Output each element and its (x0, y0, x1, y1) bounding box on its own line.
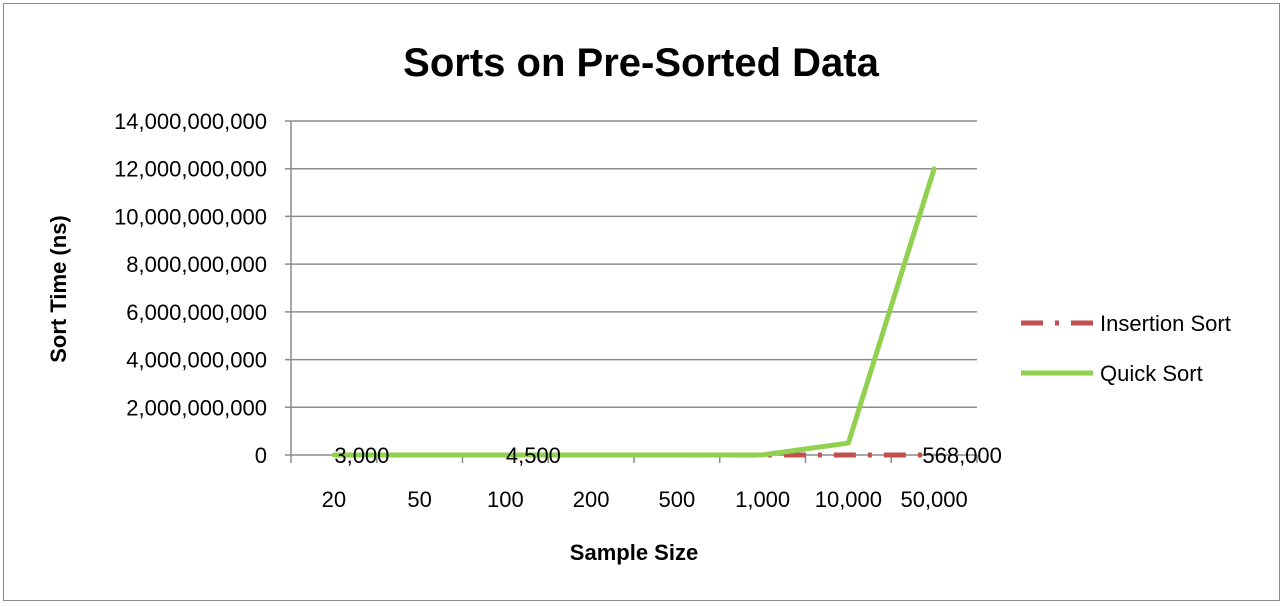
x-tick-label: 20 (322, 487, 346, 512)
data-labels: 3,000 4,500 568,000 (334, 443, 1002, 468)
data-label: 3,000 (334, 443, 389, 468)
x-tick-label: 1,000 (735, 487, 790, 512)
legend: Insertion Sort Quick Sort (1021, 311, 1231, 386)
y-tick-label: 14,000,000,000 (114, 109, 267, 134)
x-tick-label: 500 (659, 487, 696, 512)
chart-frame (3, 3, 1280, 601)
x-tick-label: 200 (573, 487, 610, 512)
y-tick-label: 8,000,000,000 (126, 252, 267, 277)
y-tick-label: 4,000,000,000 (126, 348, 267, 373)
x-tick-label: 10,000 (815, 487, 882, 512)
x-tick-label: 50,000 (900, 487, 967, 512)
x-axis-title: Sample Size (570, 540, 698, 565)
grid-lines (285, 120, 978, 463)
legend-label: Insertion Sort (1100, 311, 1231, 336)
data-label: 4,500 (506, 443, 561, 468)
x-tick-label: 50 (407, 487, 431, 512)
legend-label: Quick Sort (1100, 361, 1203, 386)
x-tick-label: 100 (487, 487, 524, 512)
y-tick-label: 2,000,000,000 (126, 395, 267, 420)
series-lines (331, 166, 937, 458)
y-tick-label: 6,000,000,000 (126, 300, 267, 325)
y-axis-title: Sort Time (ns) (46, 215, 71, 363)
y-tick-labels: 0 2,000,000,000 4,000,000,000 6,000,000,000… (114, 109, 267, 468)
y-tick-label: 10,000,000,000 (114, 204, 267, 229)
chart-title: Sorts on Pre-Sorted Data (403, 41, 879, 85)
series-line-1 (331, 166, 937, 458)
data-label: 568,000 (922, 443, 1002, 468)
y-tick-label: 0 (255, 443, 267, 468)
y-tick-label: 12,000,000,000 (114, 157, 267, 182)
x-tick-labels: 20 50 100 200 500 1,000 10,000 50,000 (322, 487, 968, 512)
